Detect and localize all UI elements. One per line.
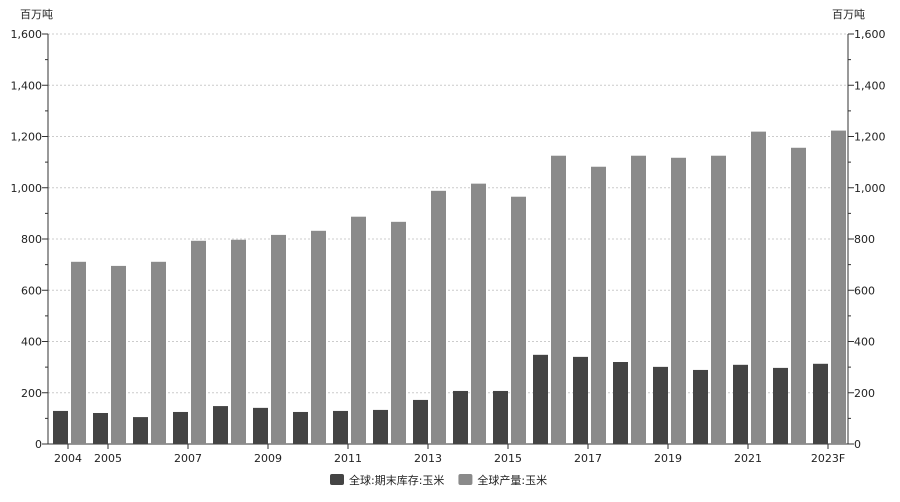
x-tick-label: 2021 — [734, 452, 762, 465]
bar-stock — [333, 410, 348, 444]
bar-stock — [493, 390, 508, 444]
y-tick-label-right: 1,400 — [854, 79, 886, 92]
x-tick-label: 2015 — [494, 452, 522, 465]
y-tick-label-right: 800 — [854, 233, 875, 246]
bar-production — [671, 157, 686, 445]
right-axis-unit: 百万吨 — [832, 8, 865, 21]
y-tick-label-right: 1,000 — [854, 182, 886, 195]
bar-stock — [693, 369, 708, 444]
bar-stock — [293, 411, 308, 444]
legend: 全球:期末库存:玉米 全球产量:玉米 — [330, 473, 547, 487]
x-tick-label: 2017 — [574, 452, 602, 465]
bar-stock — [653, 366, 668, 444]
y-tick-label-left: 200 — [21, 387, 42, 400]
y-tick-label-right: 200 — [854, 387, 875, 400]
x-tick-label: 2019 — [654, 452, 682, 465]
bar-stock — [173, 411, 188, 444]
bar-production — [391, 221, 406, 444]
bar-production — [591, 166, 606, 445]
y-tick-label-left: 800 — [21, 233, 42, 246]
bar-stock — [453, 390, 468, 444]
x-tick-label: 2011 — [334, 452, 362, 465]
y-tick-label-left: 1,200 — [11, 131, 43, 144]
bar-stock — [53, 410, 68, 444]
legend-swatch — [458, 474, 473, 485]
bar-stock — [413, 399, 428, 444]
bar-stock — [533, 354, 548, 444]
y-tick-label-right: 0 — [854, 438, 861, 451]
legend-swatch — [330, 474, 344, 485]
y-tick-label-left: 0 — [35, 438, 42, 451]
bar-production — [471, 183, 486, 444]
x-tick-label: 2023F — [811, 452, 845, 465]
y-tick-label-right: 600 — [854, 284, 875, 297]
bar-production — [151, 261, 166, 444]
x-tick-label: 2009 — [254, 452, 282, 465]
bar-production — [431, 190, 446, 444]
bar-production — [751, 131, 766, 444]
left-axis-unit: 百万吨 — [20, 8, 53, 21]
bar-production — [231, 239, 246, 444]
x-tick-label: 2013 — [414, 452, 442, 465]
bar-stock — [613, 362, 628, 444]
y-tick-label-right: 1,600 — [854, 28, 886, 41]
bar-production — [551, 155, 566, 444]
y-tick-label-left: 1,600 — [11, 28, 43, 41]
bar-stock — [813, 363, 828, 444]
bar-stock — [733, 364, 748, 444]
legend-label: 全球产量:玉米 — [477, 473, 547, 487]
bar-production — [711, 155, 726, 444]
y-tick-label-right: 1,200 — [854, 131, 886, 144]
bar-stock — [773, 367, 788, 444]
y-tick-label-left: 600 — [21, 284, 42, 297]
bar-production — [791, 147, 806, 444]
bar-stock — [253, 407, 268, 444]
bar-stock — [93, 412, 108, 444]
x-tick-label: 2007 — [174, 452, 202, 465]
bar-production — [71, 261, 86, 444]
bar-production — [511, 196, 526, 444]
bar-production — [831, 130, 846, 444]
bar-production — [111, 265, 126, 444]
bar-stock — [213, 406, 228, 444]
bar-stock — [373, 409, 388, 444]
bar-production — [311, 230, 326, 444]
y-tick-label-left: 1,000 — [11, 182, 43, 195]
y-tick-label-left: 400 — [21, 336, 42, 349]
bar-production — [631, 155, 646, 444]
x-tick-label: 2005 — [94, 452, 122, 465]
bar-stock — [573, 356, 588, 444]
legend-label: 全球:期末库存:玉米 — [349, 473, 444, 487]
bar-production — [191, 240, 206, 444]
x-tick-label: 2004 — [54, 452, 82, 465]
y-tick-label-left: 1,400 — [11, 79, 43, 92]
bar-production — [271, 234, 286, 444]
bar-production — [351, 216, 366, 444]
bar-stock — [133, 417, 148, 444]
y-tick-label-right: 400 — [854, 336, 875, 349]
